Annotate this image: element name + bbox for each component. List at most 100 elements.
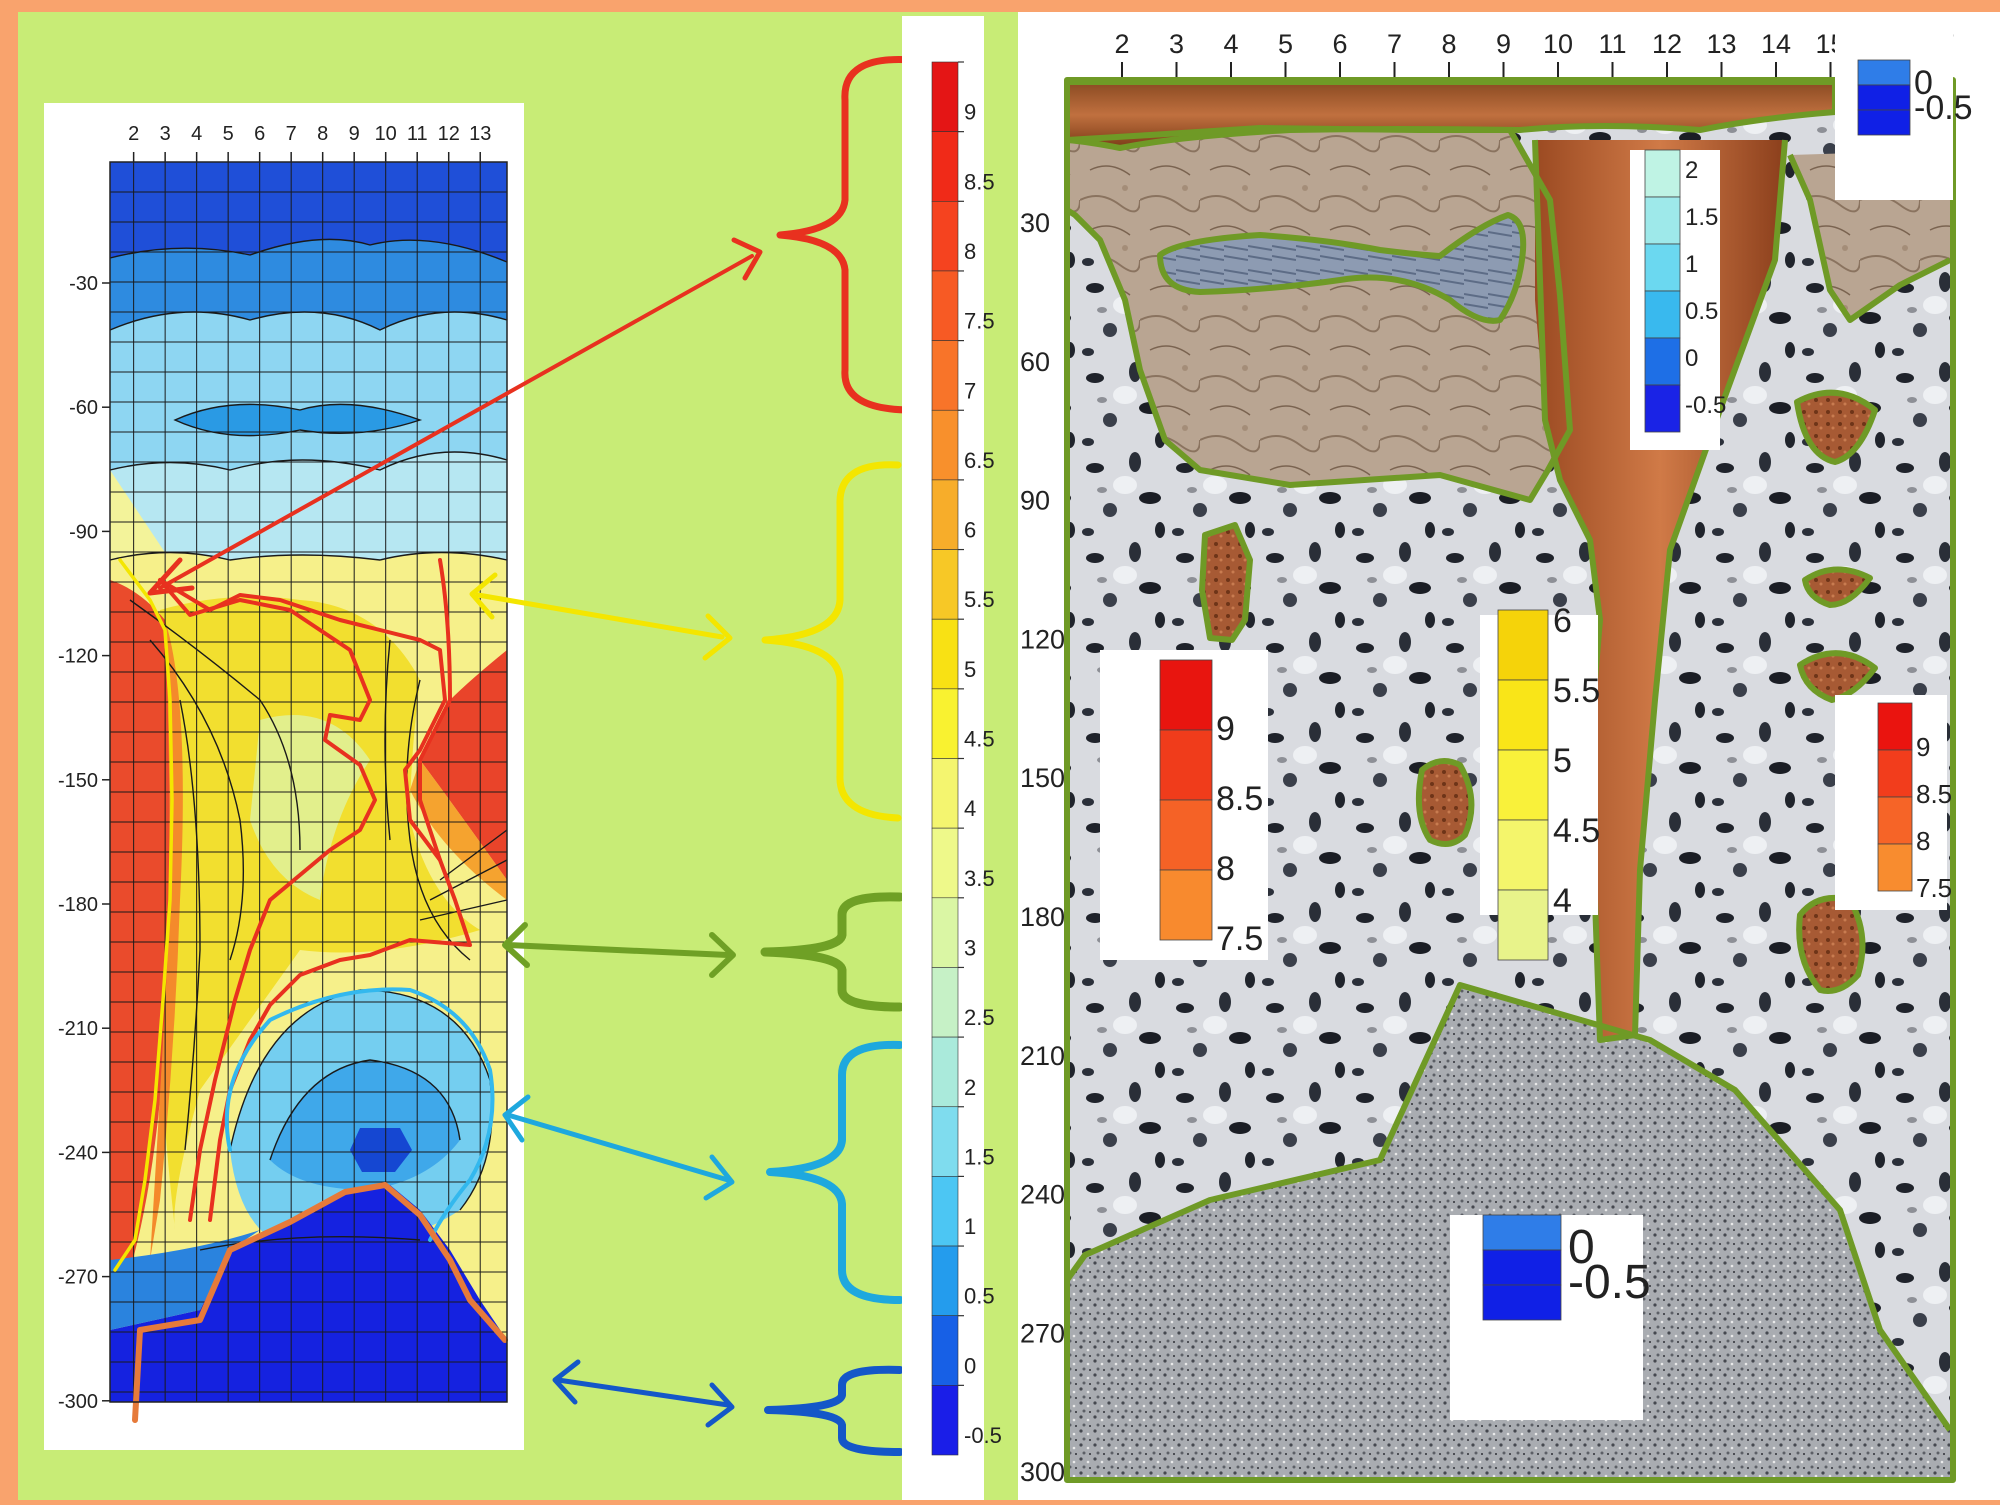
y-tick-label: 180: [1020, 902, 1065, 932]
x-tick-label: 4: [1223, 29, 1238, 59]
legend-yellow-label: 6: [1553, 602, 1572, 640]
left-plot-border: [109, 161, 508, 1403]
legend-top-right-swatch: [1857, 84, 1911, 111]
legend-cyan-label: 1.5: [1685, 204, 1718, 231]
formation-outlines: [1064, 77, 1956, 1483]
scale-bar-label: 7.5: [964, 309, 995, 334]
x-tick-label: 6: [1332, 29, 1347, 59]
x-tick-label: 7: [1387, 29, 1402, 59]
scale-bar-label: 2: [964, 1075, 976, 1100]
legend-cyan-swatch: [1644, 149, 1681, 198]
scale-bar-label: 0: [964, 1353, 976, 1378]
x-tick-label: 12: [1652, 29, 1682, 59]
trace-red-inner: [158, 578, 377, 1222]
scale-bar-cell: [931, 618, 959, 690]
scale-bar-cell: [931, 340, 959, 411]
legend-cyan-swatch: [1644, 290, 1681, 339]
y-tick-label: 210: [1020, 1041, 1065, 1071]
band-top-deep-blue: [110, 162, 507, 262]
blue-arrow: [552, 1359, 735, 1428]
band-red-left: [110, 580, 175, 1280]
y-tick-label: -30: [69, 273, 98, 295]
y-tick-label: -180: [58, 894, 98, 916]
scale-bar-cell: [931, 897, 959, 968]
legend-cyan-swatch: [1644, 196, 1681, 245]
inset-legends: 0-0.521.510.50-0.598.587.565.554.5498.58…: [1100, 12, 1973, 1420]
x-tick-label: 3: [1169, 29, 1184, 59]
left-plot-x-axis: 2 3 4 5 6 7 8 9 10 11 12 13: [128, 123, 491, 162]
blue-brace: [764, 1365, 904, 1456]
x-tick-label: 10: [375, 123, 397, 145]
legend-cyan-label: 1: [1685, 251, 1698, 278]
legend-red-right-label: 9: [1916, 732, 1930, 762]
scale-bar-cell: [931, 967, 959, 1038]
right-plot-y-axis: 30 60 90 120 150 180 210 240 270 300: [1020, 208, 1065, 1487]
y-tick-label: -60: [69, 397, 98, 419]
y-tick-label: 120: [1020, 624, 1065, 654]
legend-yellow-label: 5.5: [1553, 672, 1600, 710]
scale-bar-label: 5.5: [964, 587, 995, 612]
legend-red-right-label: 7.5: [1916, 873, 1952, 903]
x-tick-label: 11: [407, 123, 428, 145]
y-tick-label: 60: [1020, 347, 1050, 377]
legend-red-left: 9 8.5 8 7.5: [1100, 650, 1268, 960]
red-brace: [776, 56, 916, 414]
band-pale-green: [250, 715, 370, 900]
legend-red-right-swatch: [1877, 796, 1913, 845]
scale-bar-cell: [931, 201, 959, 272]
band-top-blue: [110, 239, 507, 330]
legend-red-left-swatch: [1159, 799, 1213, 871]
scale-bar-cell: [931, 409, 959, 481]
trace-red-right-loop: [418, 558, 452, 862]
legend-yellow-label: 5: [1553, 742, 1572, 780]
left-plot-contour-lines: [109, 238, 508, 1251]
x-tick-label: 8: [317, 123, 328, 145]
scale-bar-cell: [931, 688, 959, 759]
right-geologic-section: 234567891011121314151617 306090120150180…: [1018, 12, 2000, 1500]
scale-bar-label: 7: [964, 378, 976, 403]
legend-top-right-label: 0: [1914, 64, 1933, 102]
x-tick-label: 11: [1598, 29, 1626, 59]
scale-bar-cell: [931, 270, 959, 341]
scale-bar-label: 1: [964, 1214, 976, 1239]
band-blue-lens: [175, 404, 420, 436]
legend-yellow-swatch: [1497, 749, 1549, 821]
red-arrow: [147, 237, 763, 596]
trace-cyan: [224, 987, 495, 1242]
scale-bar-cell: [931, 549, 959, 620]
green-arrow: [502, 922, 736, 978]
scale-bar-label: 3.5: [964, 866, 995, 891]
scale-bar-cell: [931, 1245, 959, 1317]
x-tick-label: 5: [223, 123, 234, 145]
y-tick-label: 150: [1020, 763, 1065, 793]
legend-cyan-label: 0: [1685, 345, 1698, 372]
legend-cyan-swatch: [1644, 243, 1681, 292]
scale-bar-cell: [931, 758, 959, 829]
legend-yellow-label: 4: [1553, 882, 1572, 920]
y-tick-label: -150: [58, 770, 98, 792]
x-tick-label: 9: [349, 123, 360, 145]
yellow-arrow: [469, 572, 733, 661]
y-tick-label: 300: [1020, 1457, 1065, 1487]
x-tick-label: 9: [1496, 29, 1511, 59]
legend-cyan-swatch: [1644, 384, 1681, 433]
scale-bar-cell: [931, 1315, 959, 1386]
band-mid-yellow: [157, 596, 480, 1230]
x-tick-label: 2: [128, 123, 139, 145]
xenolith-1: [1202, 525, 1250, 640]
y-tick-label: -210: [58, 1018, 98, 1040]
legend-cyan-swatch: [1644, 337, 1681, 386]
scale-bar-label: 2.5: [964, 1005, 995, 1030]
legend-red-left-swatch: [1159, 659, 1213, 731]
legend-top-right-swatch: [1857, 59, 1911, 86]
legend-top-right-swatch: [1857, 109, 1911, 136]
band-deep-blue-spot: [350, 1128, 412, 1172]
scale-bar-label: 8: [964, 239, 976, 264]
legend-red-right: 9 8.5 8 7.5: [1835, 695, 1952, 910]
scale-bar-label: 9: [964, 100, 976, 125]
legend-red-left-label: 9: [1216, 710, 1235, 748]
scale-bar-cell: [931, 1036, 959, 1108]
braces: [760, 56, 916, 1456]
